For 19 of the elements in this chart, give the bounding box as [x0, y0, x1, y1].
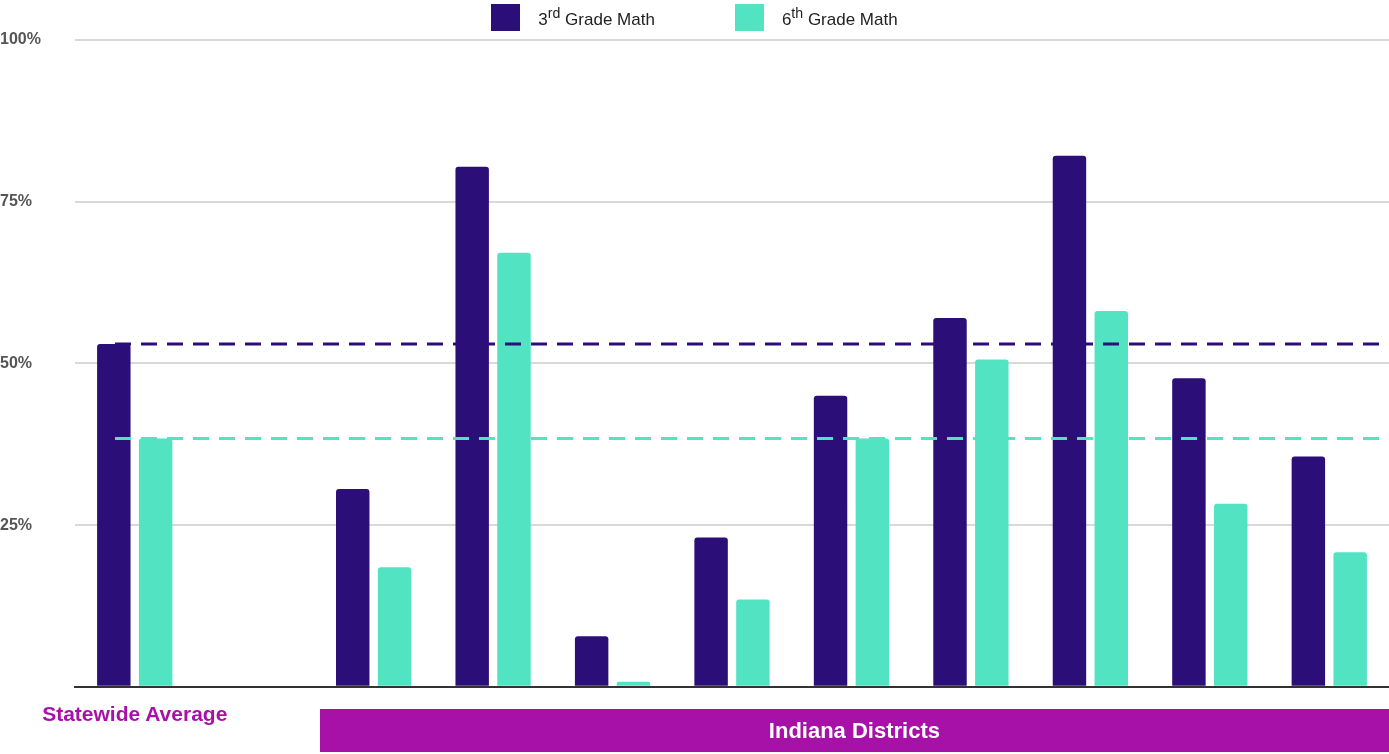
bar	[616, 681, 651, 686]
bar	[336, 488, 370, 686]
bar	[1214, 503, 1248, 686]
bar	[377, 567, 412, 686]
bar	[1333, 552, 1367, 686]
y-tick-label: 50%	[0, 353, 33, 371]
bar	[694, 537, 728, 686]
bar	[1172, 378, 1206, 686]
legend-label: 3$^{rd}$ Grade Math	[538, 5, 655, 30]
bar	[736, 599, 770, 686]
bar	[1291, 456, 1326, 686]
legend-label: 6$^{th}$ Grade Math	[781, 5, 898, 30]
y-tick-label: 75%	[0, 192, 33, 210]
x-tick-label: Statewide Average	[42, 702, 228, 726]
text: Indiana Districts	[319, 709, 1389, 752]
bar	[574, 636, 609, 686]
y-tick-label: 25%	[0, 515, 33, 533]
y-tick-label: 100%	[0, 30, 41, 48]
bar	[813, 395, 848, 686]
